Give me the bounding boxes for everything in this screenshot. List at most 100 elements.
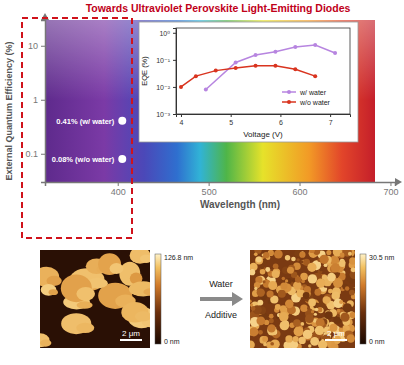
tick: 600: [293, 182, 308, 197]
colorbar-label: 30.5 nm: [369, 254, 394, 261]
afm-grain: [255, 257, 263, 265]
data-label: 0.08% (w/o water): [52, 155, 115, 164]
scale-bar: [325, 339, 347, 341]
tick-label: 0.1: [25, 149, 38, 159]
scale-bar-label: 2 μm: [122, 329, 140, 338]
afm-grain: [314, 289, 321, 296]
afm-grain: [280, 321, 290, 331]
afm-grain: [319, 268, 322, 271]
tick: 10: [28, 41, 45, 51]
legend-label: w/ water: [299, 89, 327, 96]
afm-grain: [286, 278, 292, 284]
afm-grain: [260, 269, 266, 275]
series-marker: [204, 88, 208, 92]
afm-grain: [257, 300, 263, 306]
tick-mark: [173, 87, 176, 88]
tick-mark: [300, 182, 301, 186]
afm-grain: [337, 314, 340, 317]
afm-grain: [269, 251, 273, 255]
tick: 400: [111, 182, 126, 197]
afm-grain: [254, 287, 257, 290]
series-marker: [293, 67, 297, 71]
afm-grain: [343, 303, 352, 312]
afm-grain: [307, 263, 316, 272]
tick-mark: [173, 60, 176, 61]
afm-grain: [325, 311, 333, 319]
afm-grain: [272, 270, 280, 278]
afm-grain: [287, 267, 294, 274]
tick-label: 10⁰: [159, 30, 170, 37]
series-marker: [313, 74, 317, 78]
tick-mark: [118, 182, 119, 186]
tick-mark: [209, 182, 210, 186]
tick-label: 400: [111, 187, 126, 197]
afm-grain: [323, 296, 330, 303]
series-line: [206, 45, 335, 89]
series-marker: [179, 85, 183, 89]
afm-grain: [254, 253, 258, 257]
afm-grain: [285, 279, 288, 282]
afm-grain: [345, 286, 349, 290]
tick-mark: [181, 114, 182, 117]
afm-grain: [308, 274, 317, 283]
afm-grain: [349, 257, 355, 264]
tick-label: 10⁻²: [156, 84, 170, 91]
colorbar-label: 0 nm: [369, 338, 385, 345]
tick-mark: [231, 114, 232, 117]
series-marker: [254, 53, 258, 57]
tick-label: 6: [279, 119, 283, 126]
afm-grain: [267, 290, 274, 297]
afm-grain: [318, 307, 324, 313]
y-axis-title: External Quantum Efficiency (%): [4, 41, 14, 180]
axis: 400500600700: [46, 182, 399, 197]
colorbar: [155, 254, 161, 344]
spectrum-fade: [45, 20, 375, 182]
afm-grain: [321, 339, 324, 342]
afm-grain: [347, 334, 355, 342]
afm-grain: [257, 288, 265, 296]
afm-grain: [300, 254, 303, 257]
tick: 5: [229, 114, 233, 126]
tick-mark: [41, 154, 45, 155]
afm-grain: [308, 299, 316, 307]
data-point: [118, 117, 126, 125]
afm-grain: [270, 342, 274, 346]
highlight-box: [22, 18, 132, 238]
afm-grain: [256, 316, 265, 325]
tick-label: 5: [229, 119, 233, 126]
afm-grain: [135, 311, 150, 321]
data-point: [118, 155, 126, 163]
afm-background: [250, 250, 355, 348]
tick: 10⁻¹: [156, 57, 176, 64]
afm-grain: [143, 288, 150, 296]
afm-grain: [263, 343, 267, 347]
afm-grain: [326, 250, 331, 255]
afm-grain: [251, 306, 256, 311]
tick-label: 4: [180, 119, 184, 126]
afm-grain: [269, 318, 274, 323]
afm-grain: [307, 307, 310, 310]
afm-grain: [262, 336, 268, 342]
afm-grain: [250, 340, 255, 348]
afm-grain: [259, 336, 267, 344]
afm-grain: [267, 324, 275, 332]
tick-mark: [390, 182, 391, 186]
axis-arrow: [395, 178, 402, 186]
afm-grain: [295, 276, 301, 282]
tick-label: 700: [383, 187, 398, 197]
afm-grain: [279, 312, 289, 322]
afm-grain: [315, 328, 319, 332]
x-axis-title: Voltage (V): [243, 130, 283, 139]
axis: 4567: [177, 114, 351, 126]
afm-grain: [250, 303, 253, 306]
afm-grain: [310, 337, 319, 346]
afm-grain: [285, 300, 294, 309]
tick-label: 10⁻³: [156, 111, 170, 118]
afm-grain: [269, 314, 274, 319]
afm-grain: [250, 269, 255, 275]
afm-grain: [293, 319, 301, 327]
afm-grain: [339, 300, 343, 304]
legend-marker: [287, 90, 291, 94]
colorbar-label: 0 nm: [164, 338, 180, 345]
afm-grain: [293, 281, 301, 289]
